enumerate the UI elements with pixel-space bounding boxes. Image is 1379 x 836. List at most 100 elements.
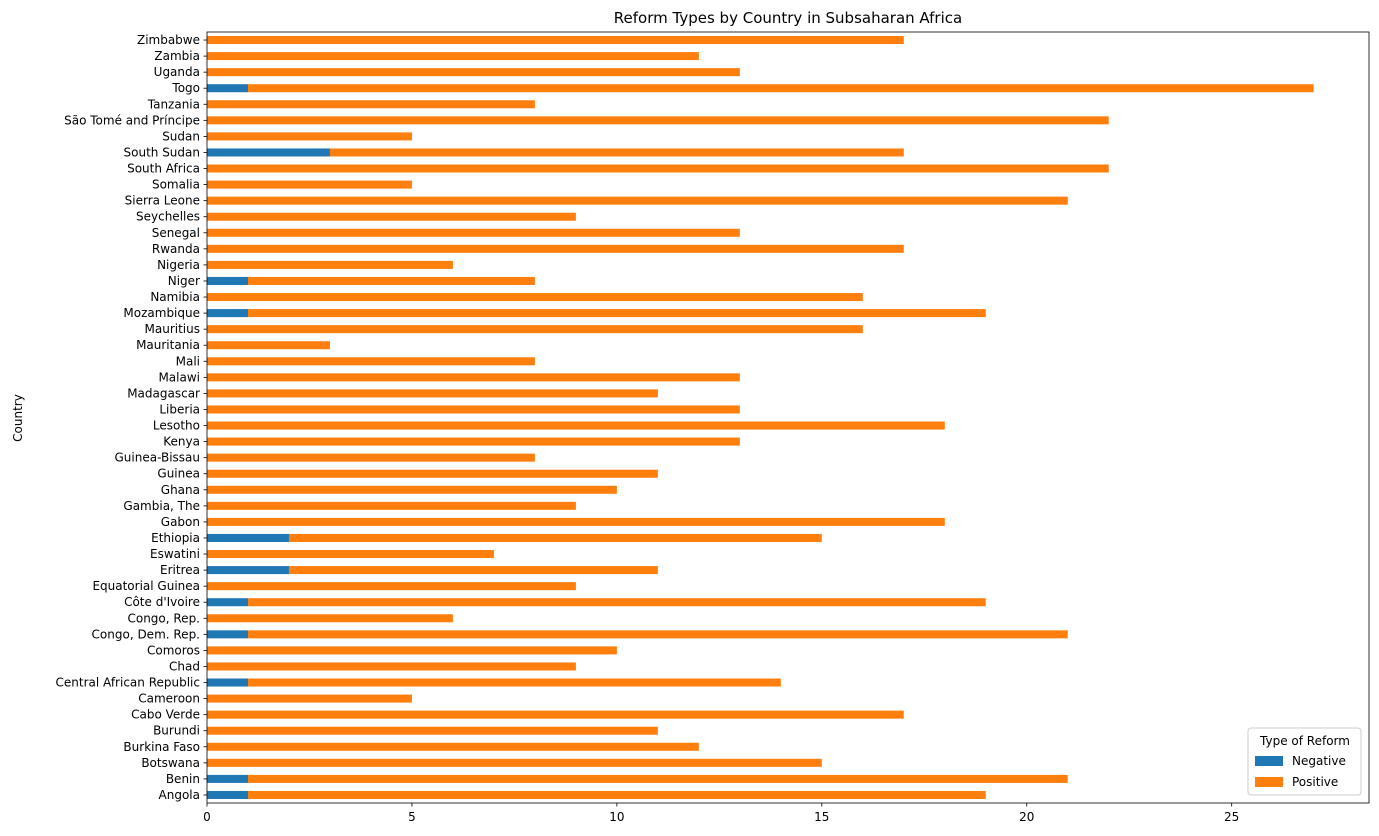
x-tick-labels: 0 5 10 15 20 25 bbox=[203, 803, 1239, 824]
y-tick-label-chad: Chad bbox=[169, 659, 200, 673]
axes-layer bbox=[206, 31, 1370, 804]
bar-positive-uganda bbox=[207, 68, 740, 77]
y-tick-label-eswatini: Eswatini bbox=[150, 547, 200, 561]
bar-negative-angola bbox=[207, 790, 248, 799]
bar-negative-central-african-republic bbox=[207, 678, 248, 687]
bar-positive-niger bbox=[247, 276, 535, 285]
bar-positive-south-africa bbox=[207, 164, 1109, 173]
x-tick-label-20: 20 bbox=[1019, 810, 1034, 824]
y-tick-label-eritrea: Eritrea bbox=[160, 563, 200, 577]
y-tick-label-mali: Mali bbox=[176, 354, 200, 368]
bar-positive-gambia-the bbox=[207, 501, 576, 510]
y-tick-label-sudan: Sudan bbox=[162, 129, 200, 143]
y-tick-label-nigeria: Nigeria bbox=[157, 258, 200, 272]
y-tick-labels: Angola Benin Botswana Burkina Faso Burundi Ca… bbox=[56, 33, 207, 802]
bar-positive-mali bbox=[207, 357, 535, 366]
bar-positive-namibia bbox=[207, 293, 863, 302]
bar-positive-guinea bbox=[207, 469, 658, 478]
y-tick-label-madagascar: Madagascar bbox=[127, 386, 200, 400]
bar-positive-cameroon bbox=[207, 694, 412, 703]
bar-positive-benin bbox=[247, 774, 1068, 783]
bar-positive-cote-d-ivoire bbox=[247, 598, 986, 607]
bar-positive-comoros bbox=[207, 646, 617, 655]
x-tick-label-10: 10 bbox=[609, 810, 624, 824]
bar-positive-eswatini bbox=[207, 550, 494, 559]
bars-layer bbox=[207, 36, 1314, 799]
y-tick-label-gambia-the: Gambia, The bbox=[123, 499, 200, 513]
y-tick-label-seychelles: Seychelles bbox=[136, 210, 200, 224]
bar-positive-malawi bbox=[207, 373, 740, 382]
bar-positive-zimbabwe bbox=[207, 36, 904, 45]
bar-positive-madagascar bbox=[207, 389, 658, 398]
y-tick-label-guinea: Guinea bbox=[157, 467, 200, 481]
bar-negative-ethiopia bbox=[207, 533, 289, 542]
y-tick-label-niger: Niger bbox=[168, 274, 200, 288]
bar-positive-ethiopia bbox=[288, 533, 822, 542]
y-tick-label-central-african-republic: Central African Republic bbox=[56, 676, 200, 690]
y-tick-label-lesotho: Lesotho bbox=[153, 419, 200, 433]
y-tick-label-cameroon: Cameroon bbox=[138, 692, 200, 706]
bar-positive-south-sudan bbox=[329, 148, 904, 157]
y-tick-label-zambia: Zambia bbox=[154, 49, 200, 63]
legend-title: Type of Reform bbox=[1259, 734, 1350, 748]
x-tick-label-25: 25 bbox=[1224, 810, 1239, 824]
y-tick-label-somalia: Somalia bbox=[152, 178, 200, 192]
y-tick-label-burkina-faso: Burkina Faso bbox=[123, 740, 200, 754]
y-tick-label-comoros: Comoros bbox=[147, 643, 200, 657]
chart-title: Reform Types by Country in Subsaharan Af… bbox=[614, 9, 962, 27]
bar-positive-mozambique bbox=[247, 309, 986, 318]
y-tick-label-rwanda: Rwanda bbox=[152, 242, 200, 256]
y-tick-label-ethiopia: Ethiopia bbox=[151, 531, 200, 545]
bar-negative-benin bbox=[207, 774, 248, 783]
y-tick-label-south-sudan: South Sudan bbox=[124, 145, 201, 159]
x-tick-label-0: 0 bbox=[203, 810, 211, 824]
y-tick-label-equatorial-guinea: Equatorial Guinea bbox=[92, 579, 200, 593]
bar-positive-sierra-leone bbox=[207, 196, 1068, 205]
bar-positive-togo bbox=[247, 84, 1314, 93]
bar-negative-cote-d-ivoire bbox=[207, 598, 248, 607]
y-tick-label-burundi: Burundi bbox=[153, 724, 200, 738]
bar-positive-congo-dem-rep bbox=[247, 630, 1068, 639]
legend-label-negative: Negative bbox=[1292, 754, 1346, 768]
bar-positive-seychelles bbox=[207, 212, 576, 221]
bar-positive-eritrea bbox=[288, 566, 658, 575]
legend-swatch-negative bbox=[1255, 756, 1283, 766]
y-tick-label-congo-rep: Congo, Rep. bbox=[127, 611, 200, 625]
bar-negative-mozambique bbox=[207, 309, 248, 318]
y-tick-label-kenya: Kenya bbox=[163, 435, 200, 449]
bar-positive-mauritius bbox=[207, 325, 863, 334]
bar-positive-congo-rep bbox=[207, 614, 453, 623]
bar-negative-togo bbox=[207, 84, 248, 93]
y-tick-label-angola: Angola bbox=[159, 788, 200, 802]
y-tick-label-liberia: Liberia bbox=[159, 402, 200, 416]
bar-positive-nigeria bbox=[207, 260, 453, 269]
y-tick-label-benin: Benin bbox=[166, 772, 200, 786]
bar-positive-burundi bbox=[207, 726, 658, 735]
y-tick-label-guinea-bissau: Guinea-Bissau bbox=[114, 451, 200, 465]
y-tick-label-cabo-verde: Cabo Verde bbox=[131, 708, 200, 722]
y-tick-label-ghana: Ghana bbox=[161, 483, 200, 497]
bar-negative-congo-dem-rep bbox=[207, 630, 248, 639]
y-tick-label-congo-dem-rep: Congo, Dem. Rep. bbox=[92, 627, 200, 641]
bar-positive-equatorial-guinea bbox=[207, 582, 576, 591]
y-tick-label-togo: Togo bbox=[171, 81, 200, 95]
y-tick-label-mozambique: Mozambique bbox=[123, 306, 200, 320]
bar-positive-zambia bbox=[207, 52, 699, 61]
bar-positive-central-african-republic bbox=[247, 678, 781, 687]
bar-positive-sao-tome-and-principe bbox=[207, 116, 1109, 125]
y-tick-label-malawi: Malawi bbox=[158, 370, 200, 384]
y-tick-label-senegal: Senegal bbox=[152, 226, 200, 240]
bar-positive-cabo-verde bbox=[207, 710, 904, 719]
bar-positive-angola bbox=[247, 790, 986, 799]
y-tick-label-cote-d-ivoire: Côte d'Ivoire bbox=[124, 595, 200, 609]
legend-swatch-positive bbox=[1255, 777, 1283, 787]
bar-positive-somalia bbox=[207, 180, 412, 189]
y-tick-label-uganda: Uganda bbox=[154, 65, 200, 79]
y-tick-label-zimbabwe: Zimbabwe bbox=[137, 33, 200, 47]
legend-label-positive: Positive bbox=[1292, 775, 1338, 789]
bar-negative-niger bbox=[207, 276, 248, 285]
y-axis-label: Country bbox=[11, 394, 25, 442]
y-tick-label-south-africa: South Africa bbox=[127, 162, 200, 176]
bar-positive-burkina-faso bbox=[207, 742, 699, 751]
